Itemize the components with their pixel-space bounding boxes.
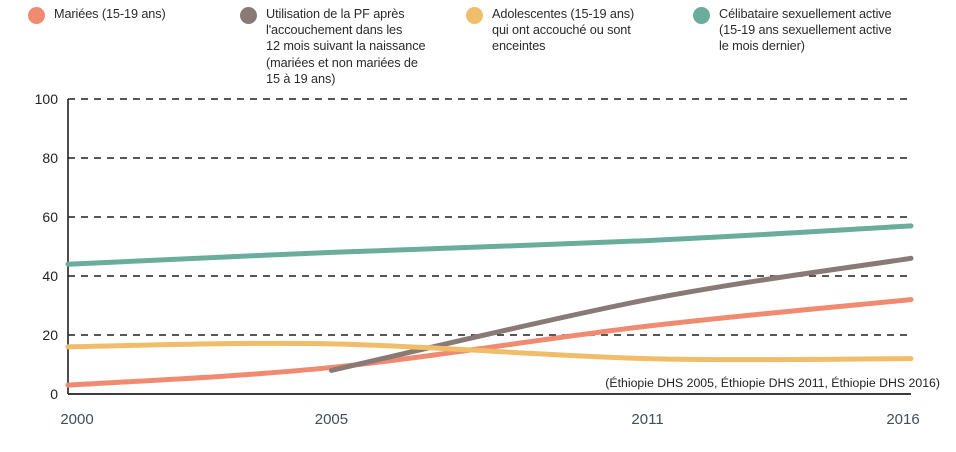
series-line-1	[328, 255, 914, 373]
legend-item-adolescentes: Adolescentes (15-19 ans) qui ont accouch…	[466, 6, 661, 55]
legend-item-label: Mariées (15-19 ans)	[54, 7, 166, 21]
series-line-0	[65, 297, 914, 388]
legend-item-mariees: Mariées (15-19 ans)	[28, 6, 228, 24]
y-axis-tick-label: 40	[42, 268, 58, 284]
series-line-3	[65, 223, 914, 267]
chart-legend: Mariées (15-19 ans) Utilisation de la PF…	[0, 0, 956, 90]
series-line-2	[65, 340, 914, 363]
x-axis-tick-label: 2011	[631, 411, 664, 428]
legend-dot-icon	[693, 7, 710, 24]
y-axis-tick-label: 80	[42, 150, 58, 166]
x-axis-tick-label: 2000	[60, 411, 94, 428]
legend-dot-icon	[466, 7, 483, 24]
x-axis-tick-label: 2016	[886, 411, 920, 428]
legend-item-label: Utilisation de la PF après l'accouchemen…	[266, 7, 426, 86]
legend-dot-icon	[28, 7, 45, 24]
source-note: (Éthiopie DHS 2005, Éthiopie DHS 2011, É…	[605, 376, 940, 390]
y-axis-tick-label: 60	[42, 209, 58, 225]
y-axis-tick-label: 20	[42, 327, 58, 343]
x-axis-tick-label: 2005	[314, 411, 349, 428]
y-axis-tick-labels: 0 20 40 60 80 100	[8, 0, 58, 452]
legend-item-label: Célibataire sexuellement active (15-19 a…	[719, 7, 892, 54]
y-axis-tick-label: 100	[34, 91, 58, 107]
y-axis-tick-label: 0	[50, 386, 58, 402]
legend-item-celibataire: Célibataire sexuellement active (15-19 a…	[693, 6, 918, 55]
legend-item-label: Adolescentes (15-19 ans) qui ont accouch…	[492, 7, 635, 54]
legend-item-utilisation-pf: Utilisation de la PF après l'accouchemen…	[240, 6, 440, 87]
legend-dot-icon	[240, 7, 257, 24]
